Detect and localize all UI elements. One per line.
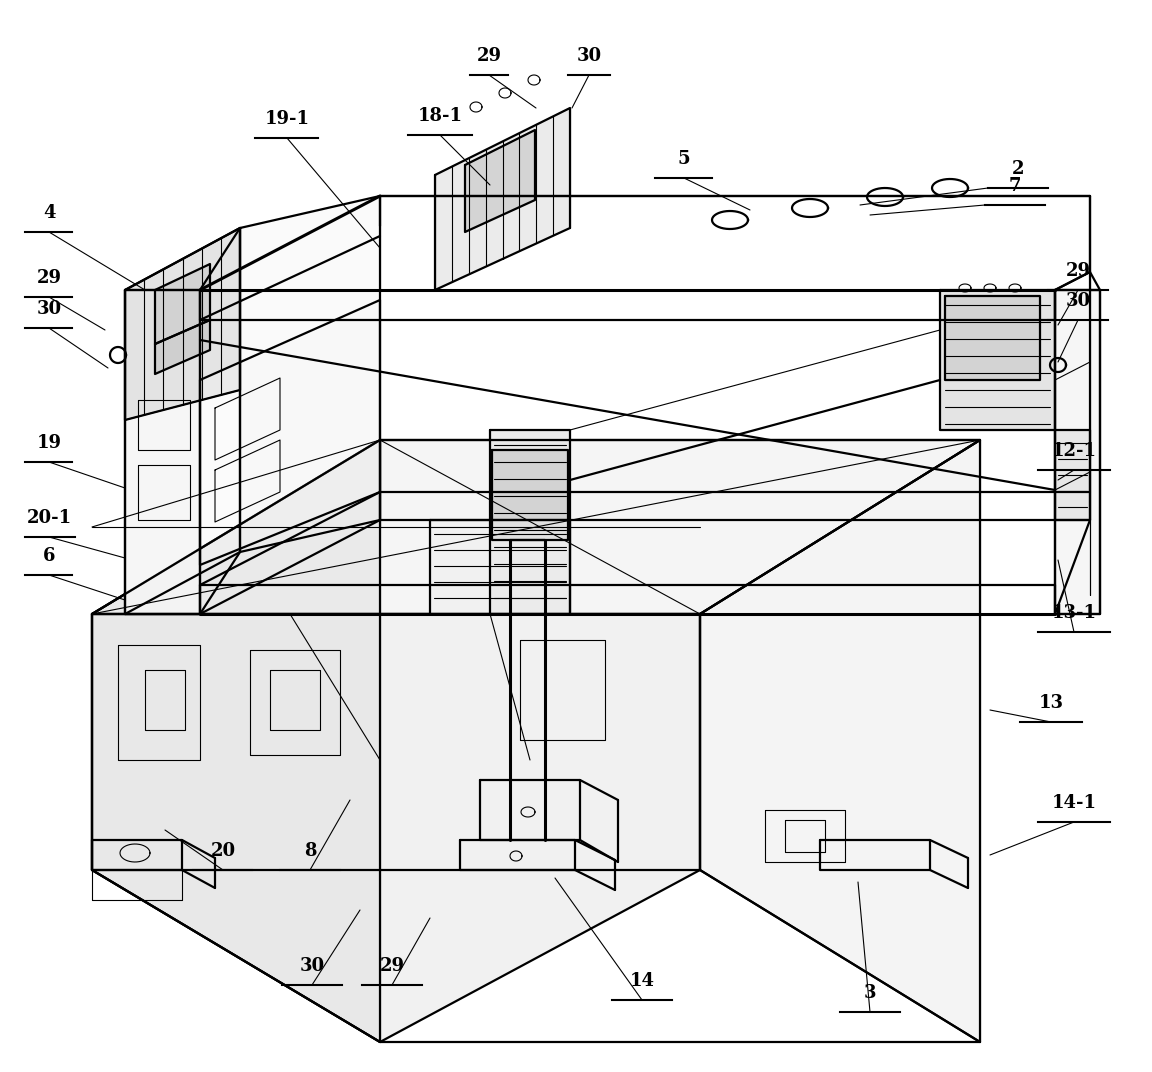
Text: 8: 8 (304, 842, 317, 860)
Polygon shape (1055, 430, 1090, 520)
Polygon shape (430, 520, 570, 614)
Text: 14-1: 14-1 (1052, 794, 1097, 812)
Polygon shape (92, 614, 700, 1042)
Polygon shape (92, 440, 980, 614)
Text: 20-1: 20-1 (26, 509, 71, 527)
Polygon shape (126, 291, 200, 614)
Text: 29: 29 (477, 47, 501, 65)
Polygon shape (492, 450, 568, 540)
Polygon shape (435, 108, 570, 291)
Text: 30: 30 (576, 47, 601, 65)
Text: 29: 29 (379, 957, 404, 976)
Text: 4: 4 (43, 204, 55, 222)
Polygon shape (126, 228, 240, 420)
Text: 30: 30 (37, 300, 61, 318)
Polygon shape (156, 321, 210, 374)
Polygon shape (490, 430, 570, 614)
Text: 19-1: 19-1 (265, 110, 310, 128)
Text: 7: 7 (1009, 177, 1022, 195)
Polygon shape (940, 291, 1055, 430)
Text: 29: 29 (37, 269, 61, 287)
Polygon shape (465, 130, 535, 232)
Polygon shape (240, 196, 380, 552)
Polygon shape (1055, 291, 1100, 614)
Text: 3: 3 (864, 984, 877, 1002)
Polygon shape (156, 264, 210, 344)
Text: 2: 2 (1011, 160, 1024, 178)
Text: 12-1: 12-1 (1052, 442, 1097, 460)
Text: 18-1: 18-1 (417, 107, 462, 125)
Text: 14: 14 (629, 972, 654, 991)
Text: 30: 30 (1066, 292, 1091, 310)
Text: 5: 5 (677, 150, 690, 168)
Text: 13-1: 13-1 (1052, 604, 1097, 622)
Text: 29: 29 (1066, 262, 1091, 280)
Polygon shape (945, 296, 1040, 379)
Polygon shape (200, 300, 380, 565)
Text: 13: 13 (1038, 694, 1063, 712)
Polygon shape (92, 440, 380, 1042)
Text: 30: 30 (300, 957, 325, 976)
Text: 19: 19 (37, 434, 61, 452)
Text: 20: 20 (211, 842, 235, 860)
Text: 6: 6 (43, 547, 55, 565)
Polygon shape (700, 440, 980, 1042)
